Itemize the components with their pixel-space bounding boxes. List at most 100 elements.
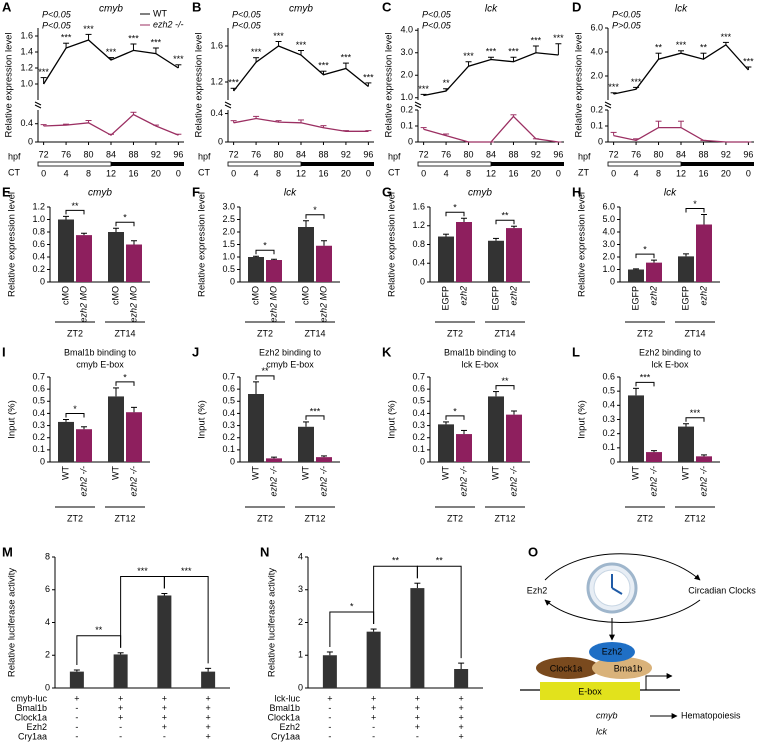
ct-tick-label: 20 [341,168,351,178]
chart-title: lck E-box [461,359,499,369]
chart-title: lck [664,188,677,199]
complex-label: Ezh2 [602,646,623,656]
y-tick-label: 6.0 [590,22,603,32]
ct-axis-label: CT [388,167,400,177]
condition-sign: + [205,731,210,741]
condition-sign: + [162,703,167,713]
bar-label: cMO [250,286,260,305]
y-tick-label: 0.7 [412,371,425,381]
y-tick-label: 0 [40,456,45,466]
x-tick-label: 96 [363,149,373,159]
x-tick-label: 76 [441,149,451,159]
y-tick-label: 0.1 [602,442,615,452]
chart-title: cmyb [468,188,492,199]
panel-letter: N [260,544,269,559]
x-axis-label: hpf [198,151,211,161]
bar [678,426,694,462]
significance-bracket [305,415,325,420]
condition-sign: - [372,722,375,732]
dark-bar [681,162,754,166]
line [423,115,559,143]
ct-tick-label: 12 [106,168,116,178]
significance-label: * [313,205,317,215]
y-tick-label: 1.2 [32,201,45,211]
ct-tick-label: 0 [611,168,616,178]
x-tick-label: 76 [251,149,261,159]
light-bar [227,161,302,167]
y-tick-label: 2.5 [222,214,235,224]
panel-letter: L [572,344,580,359]
y-tick-label: 0 [230,456,235,466]
y-tick-label: 0 [230,276,235,286]
bar-label: ezh2 [648,286,658,306]
significance-bracket [163,576,209,664]
y-tick-label: 0.1 [590,120,603,130]
panel-letter: D [572,0,581,14]
point-label: *** [463,51,474,61]
y-tick-label: 0 [408,136,413,146]
panel-letter: C [382,0,392,14]
y-tick-label: 0 [598,136,603,146]
significance-label: * [123,372,127,382]
y-tick-label: 0.3 [602,414,615,424]
condition-sign: + [162,722,167,732]
y-tick-label: 1.6 [412,201,425,211]
bar-label: ezh2 MO [128,286,138,323]
condition-sign: + [371,712,376,722]
axis-break [224,101,232,106]
y-tick-label: 0.4 [602,400,615,410]
y-tick-label: 1.2 [210,76,223,86]
bar-label: ezh2 -/- [698,466,708,497]
dark-bar [491,162,564,166]
bar [69,671,84,688]
panel-letter: A [2,0,12,14]
chart-title: cmyb E-box [76,359,124,369]
x-tick-label: 84 [676,149,686,159]
cycle-arrow [544,599,701,623]
ct-tick-label: 8 [466,168,471,178]
point-label: *** [363,72,374,82]
y-tick-label: 0.3 [222,420,235,430]
output-label: Hematopoiesis [681,710,741,720]
condition-sign: - [328,731,331,741]
significance-bracket [445,211,465,217]
y-tick-label: 0.2 [222,432,235,442]
significance-label: *** [181,566,192,576]
x-tick-label: 92 [531,149,541,159]
y-tick-label: 0.5 [222,396,235,406]
x-tick-label: 84 [296,149,306,159]
x-tick-label: 88 [128,149,138,159]
y-tick-label: 4.0 [400,25,413,35]
significance-label: * [350,601,354,611]
axis-break [604,101,612,106]
y-tick-label: 1.6 [20,30,33,40]
gene-label: cmyb [596,710,618,720]
point-label: *** [418,84,429,94]
condition-sign: + [458,712,463,722]
group-label: ZT2 [637,513,653,523]
chart-title: Bmal1b binding to [444,347,516,357]
point-label: *** [251,47,262,57]
significance-label: ** [436,556,444,566]
panel-letter: B [192,0,201,14]
significance-bracket [65,209,85,215]
bar-label: EGFP [440,286,450,311]
bar [696,456,712,462]
bar [646,452,662,462]
ct-tick-label: 0 [421,168,426,178]
ct-tick-label: 12 [676,168,686,178]
y-axis-label: Relative expression level [577,192,588,297]
y-tick-label: 0.4 [32,251,45,261]
bar [456,434,472,462]
significance-label: *** [310,406,321,416]
bar-label: WT [680,466,690,480]
y-tick-label: 0.6 [32,239,45,249]
significance-bracket [65,413,85,418]
diagram: O Ezh2 Circadian Clocks Ezh2 Clock1a Bma… [520,544,756,736]
axis-break [604,104,612,109]
point-label: *** [486,47,497,57]
y-tick-label: 4 [298,551,303,561]
bar-label: WT [250,466,260,480]
complex-label: Bma1b [614,663,643,673]
condition-sign: - [328,712,331,722]
